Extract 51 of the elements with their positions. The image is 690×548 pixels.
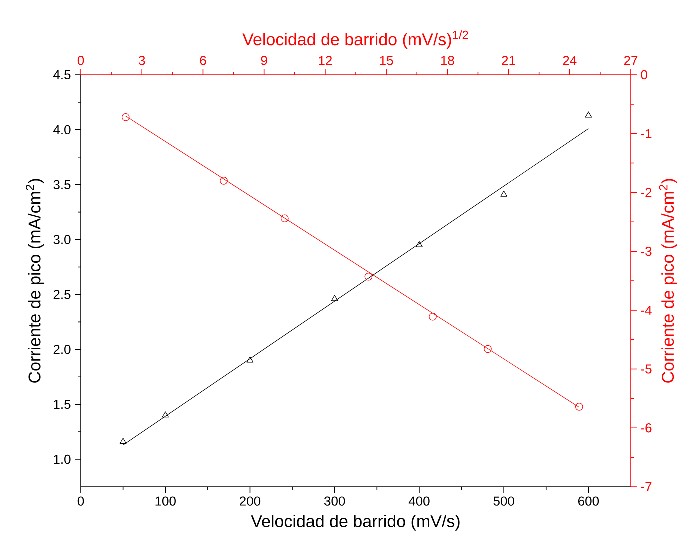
point xyxy=(416,241,423,248)
point xyxy=(429,312,437,321)
x-tick-label: 600 xyxy=(578,496,600,506)
x-tick-label: 500 xyxy=(494,496,514,506)
x2-axis-title: Velocidad de barrido (mV/s)$^{1/2}$ xyxy=(242,30,468,49)
point xyxy=(220,177,228,185)
y2-tick-label: -1 xyxy=(641,129,652,138)
x-axis-title: Velocidad de barrido (mV/s) xyxy=(251,514,460,531)
point xyxy=(246,356,254,363)
x2-tick-label: 24 xyxy=(563,56,577,66)
y2-tick-label: -3 xyxy=(641,246,652,256)
point xyxy=(364,272,373,281)
x-tick-label: 300 xyxy=(324,496,346,506)
x2-tick-label: 6 xyxy=(200,56,206,66)
y-tick-label: 4.5 xyxy=(54,70,71,80)
y2-tick-label: -6 xyxy=(641,424,652,433)
y-tick-label: 3.0 xyxy=(54,235,71,244)
x-tick-label: 100 xyxy=(156,496,176,506)
point xyxy=(120,438,127,444)
x2-tick-label: 15 xyxy=(380,56,394,66)
y-tick-label: 2.0 xyxy=(54,345,71,354)
y-tick-label: 2.5 xyxy=(54,290,71,300)
x-tick-label: 0 xyxy=(78,496,84,506)
y2-tick-label: 0 xyxy=(641,70,648,80)
y-tick-label: 1.5 xyxy=(54,400,71,410)
x2-tick-label: 18 xyxy=(441,56,454,66)
y-tick-label: 1.0 xyxy=(54,454,71,464)
x-tick-label: 200 xyxy=(240,496,261,506)
y-tick-label: 3.5 xyxy=(54,180,71,190)
y2-tick-label: -5 xyxy=(641,364,652,374)
y2-tick-label: -2 xyxy=(641,188,652,198)
x2-tick-label: 0 xyxy=(78,56,84,66)
y2-tick-label: -4 xyxy=(641,306,652,315)
y-tick-label: 4.0 xyxy=(54,125,71,135)
point xyxy=(575,403,584,411)
point xyxy=(484,345,492,354)
y-axis-title: Corriente de pico (mA/cm$^{2}$) xyxy=(26,179,44,383)
point xyxy=(122,113,130,122)
x2-tick-label: 27 xyxy=(624,56,638,66)
x2-tick-label: 3 xyxy=(139,56,146,66)
point xyxy=(331,295,338,302)
point xyxy=(500,190,508,197)
x2-tick-label: 21 xyxy=(502,56,516,66)
x2-tick-label: 12 xyxy=(319,56,332,66)
y2-axis-title: Corriente de pico (mA/cm$^{2}$) xyxy=(659,179,678,383)
y2-tick-label: -7 xyxy=(641,482,652,492)
x2-tick-label: 9 xyxy=(261,56,268,66)
point xyxy=(162,412,170,418)
point xyxy=(281,214,289,223)
x-tick-label: 400 xyxy=(408,496,430,506)
point xyxy=(585,112,592,118)
